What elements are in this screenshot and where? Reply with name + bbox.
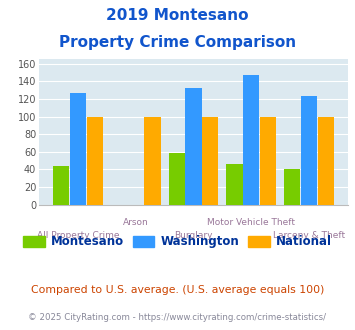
Text: © 2025 CityRating.com - https://www.cityrating.com/crime-statistics/: © 2025 CityRating.com - https://www.city… [28, 313, 327, 322]
Bar [185, 87, 202, 205]
Bar [318, 116, 334, 205]
Text: Burglary: Burglary [174, 231, 213, 240]
Bar [260, 116, 276, 205]
Bar [243, 75, 260, 205]
Text: Property Crime Comparison: Property Crime Comparison [59, 35, 296, 50]
Text: Compared to U.S. average. (U.S. average equals 100): Compared to U.S. average. (U.S. average … [31, 285, 324, 295]
Bar [169, 153, 185, 205]
Text: 2019 Montesano: 2019 Montesano [106, 8, 249, 23]
Bar [70, 93, 86, 205]
Bar [87, 116, 103, 205]
Bar [226, 164, 242, 205]
Bar [284, 169, 300, 205]
Text: Motor Vehicle Theft: Motor Vehicle Theft [207, 218, 295, 227]
Bar [53, 166, 69, 205]
Text: Larceny & Theft: Larceny & Theft [273, 231, 345, 240]
Text: All Property Crime: All Property Crime [37, 231, 119, 240]
Legend: Montesano, Washington, National: Montesano, Washington, National [19, 231, 336, 253]
Bar [301, 96, 317, 205]
Bar [144, 116, 160, 205]
Text: Arson: Arson [123, 218, 149, 227]
Bar [202, 116, 218, 205]
